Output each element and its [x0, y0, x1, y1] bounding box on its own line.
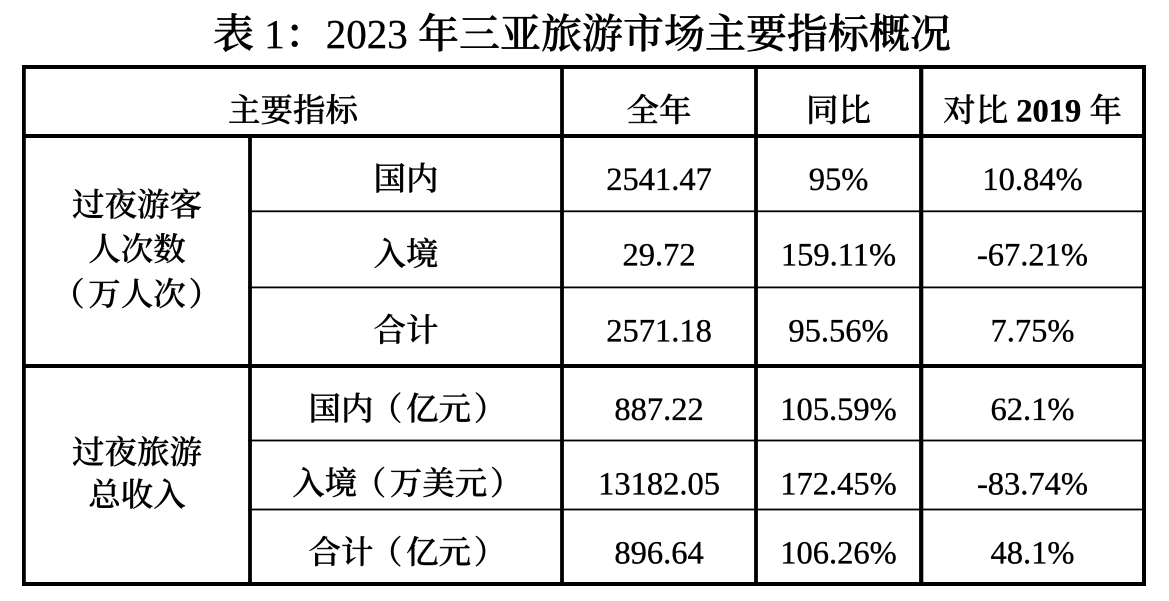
svg-text:7.75%: 7.75% [991, 313, 1075, 349]
svg-text:106.26%: 106.26% [780, 536, 896, 572]
svg-text:62.1%: 62.1% [991, 392, 1075, 428]
svg-text:2541.47: 2541.47 [606, 162, 712, 198]
svg-text:-67.21%: -67.21% [977, 237, 1088, 273]
svg-text:105.59%: 105.59% [780, 392, 896, 428]
svg-text:13182.05: 13182.05 [598, 467, 720, 503]
svg-text:1: 1 [264, 11, 285, 57]
svg-text:10.84%: 10.84% [982, 162, 1082, 198]
svg-text:172.45%: 172.45% [780, 467, 896, 503]
svg-text:48.1%: 48.1% [991, 536, 1075, 572]
svg-text:95.56%: 95.56% [788, 313, 888, 349]
svg-text:95%: 95% [809, 162, 869, 198]
svg-text:2571.18: 2571.18 [606, 313, 712, 349]
svg-text:2019: 2019 [1016, 94, 1081, 130]
svg-text:-83.74%: -83.74% [977, 467, 1088, 503]
svg-text:29.72: 29.72 [622, 237, 695, 273]
svg-text:896.64: 896.64 [614, 536, 703, 572]
svg-text:887.22: 887.22 [614, 392, 703, 428]
svg-text:159.11%: 159.11% [781, 237, 896, 273]
svg-text:2023: 2023 [326, 11, 408, 57]
